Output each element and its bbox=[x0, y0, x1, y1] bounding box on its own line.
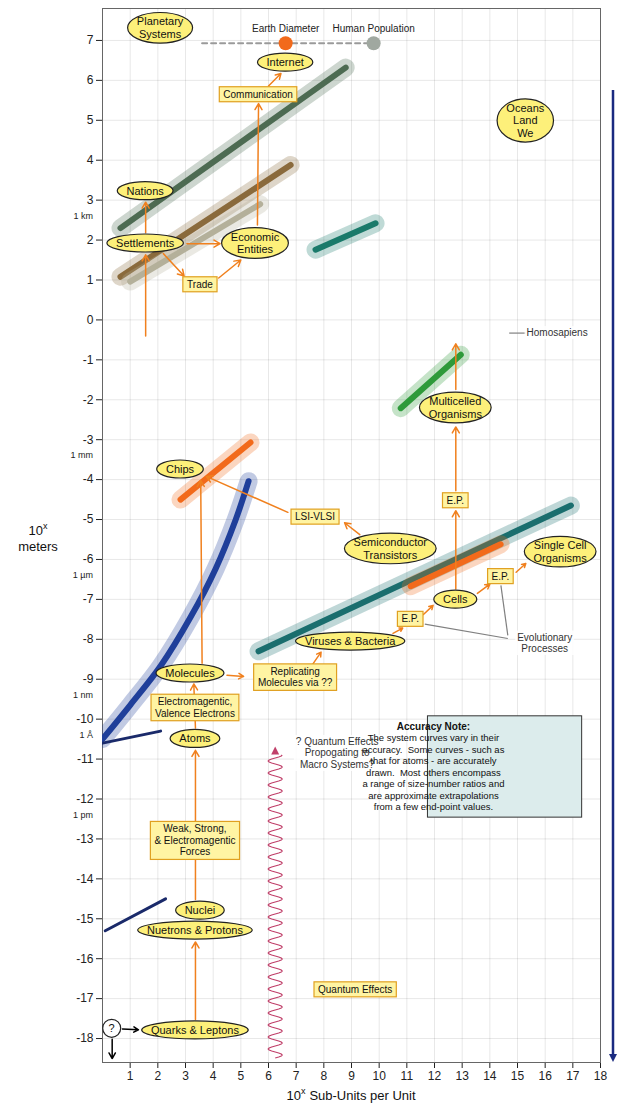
svg-text:0: 0 bbox=[87, 313, 94, 327]
svg-text:3: 3 bbox=[87, 193, 94, 207]
svg-text:Human Population: Human Population bbox=[332, 23, 414, 34]
svg-text:1 µm: 1 µm bbox=[73, 570, 93, 580]
svg-text:-7: -7 bbox=[83, 592, 94, 606]
svg-text:8: 8 bbox=[320, 1069, 327, 1083]
svg-text:4: 4 bbox=[87, 153, 94, 167]
svg-text:OceansLandWe: OceansLandWe bbox=[506, 102, 544, 139]
svg-text:-11: -11 bbox=[77, 752, 94, 766]
svg-text:Single CellOrganisms: Single CellOrganisms bbox=[534, 539, 588, 564]
svg-text:Quantum Effects: Quantum Effects bbox=[318, 984, 392, 995]
svg-text:Weak, Strong,& Electromagentic: Weak, Strong,& ElectromagenticForces bbox=[154, 823, 235, 857]
svg-text:-4: -4 bbox=[83, 472, 94, 486]
svg-text:E.P.: E.P. bbox=[446, 495, 464, 506]
svg-text:4: 4 bbox=[210, 1069, 217, 1083]
svg-text:-3: -3 bbox=[83, 433, 94, 447]
svg-text:Accuracy Note:The system curve: Accuracy Note:The system curves vary in … bbox=[362, 721, 504, 812]
svg-text:-2: -2 bbox=[83, 393, 94, 407]
svg-text:17: 17 bbox=[566, 1069, 580, 1083]
svg-text:1 pm: 1 pm bbox=[73, 810, 93, 820]
svg-text:9: 9 bbox=[348, 1069, 355, 1083]
svg-text:10xSub-Units per Unit: 10xSub-Units per Unit bbox=[286, 1086, 416, 1103]
svg-text:-14: -14 bbox=[76, 872, 94, 886]
svg-text:1 nm: 1 nm bbox=[73, 690, 93, 700]
svg-text:?: ? bbox=[109, 1022, 115, 1034]
svg-text:12: 12 bbox=[428, 1069, 442, 1083]
svg-text:-1: -1 bbox=[83, 353, 94, 367]
svg-text:-18: -18 bbox=[76, 1031, 94, 1045]
svg-text:Atoms: Atoms bbox=[179, 732, 211, 744]
svg-text:1: 1 bbox=[87, 273, 94, 287]
svg-text:ReplicatingMolecules via ??: ReplicatingMolecules via ?? bbox=[258, 666, 333, 689]
svg-text:-15: -15 bbox=[76, 912, 94, 926]
svg-text:10: 10 bbox=[372, 1069, 386, 1083]
svg-text:Earth Diameter: Earth Diameter bbox=[252, 23, 320, 34]
svg-text:Nuetrons & Protons: Nuetrons & Protons bbox=[147, 924, 243, 936]
svg-text:Nuclei: Nuclei bbox=[185, 904, 216, 916]
svg-text:Internet: Internet bbox=[266, 56, 303, 68]
svg-text:15: 15 bbox=[511, 1069, 525, 1083]
svg-text:1 Å: 1 Å bbox=[79, 730, 93, 740]
svg-text:10x: 10x bbox=[29, 521, 48, 538]
svg-text:Chips: Chips bbox=[166, 463, 195, 475]
svg-text:1 mm: 1 mm bbox=[71, 450, 94, 460]
svg-text:E.P.: E.P. bbox=[401, 613, 419, 624]
svg-text:Cells: Cells bbox=[443, 593, 468, 605]
svg-text:6: 6 bbox=[265, 1069, 272, 1083]
svg-text:PlanetarySystems: PlanetarySystems bbox=[137, 15, 184, 40]
svg-text:Molecules: Molecules bbox=[165, 667, 215, 679]
svg-text:LSI-VLSI: LSI-VLSI bbox=[295, 511, 335, 522]
svg-text:Nations: Nations bbox=[127, 185, 165, 197]
svg-text:EconomicEntities: EconomicEntities bbox=[231, 231, 280, 256]
svg-text:-6: -6 bbox=[83, 552, 94, 566]
svg-text:SemiconductorTransistors: SemiconductorTransistors bbox=[354, 536, 428, 561]
svg-text:14: 14 bbox=[483, 1069, 497, 1083]
svg-text:18: 18 bbox=[594, 1069, 608, 1083]
svg-text:-9: -9 bbox=[83, 672, 94, 686]
svg-text:2: 2 bbox=[87, 233, 94, 247]
svg-text:-17: -17 bbox=[76, 991, 94, 1005]
svg-text:MulticelledOrganisms: MulticelledOrganisms bbox=[429, 395, 483, 420]
svg-text:3: 3 bbox=[182, 1069, 189, 1083]
svg-text:-13: -13 bbox=[76, 832, 94, 846]
svg-text:-16: -16 bbox=[76, 952, 94, 966]
svg-text:6: 6 bbox=[87, 73, 94, 87]
svg-text:1: 1 bbox=[127, 1069, 134, 1083]
svg-text:Electromagentic,Valence Electr: Electromagentic,Valence Electrons bbox=[155, 696, 235, 719]
svg-text:Settlements: Settlements bbox=[116, 237, 175, 249]
svg-text:Trade: Trade bbox=[187, 279, 213, 290]
svg-text:-8: -8 bbox=[83, 632, 94, 646]
svg-text:-10: -10 bbox=[76, 712, 94, 726]
svg-text:Quarks & Leptons: Quarks & Leptons bbox=[151, 1024, 240, 1036]
svg-text:5: 5 bbox=[237, 1069, 244, 1083]
svg-text:meters: meters bbox=[18, 539, 58, 554]
svg-text:7: 7 bbox=[293, 1069, 300, 1083]
svg-text:11: 11 bbox=[401, 1069, 414, 1083]
svg-text:Communication: Communication bbox=[223, 89, 292, 100]
svg-text:16: 16 bbox=[538, 1069, 552, 1083]
svg-text:Viruses & Bacteria: Viruses & Bacteria bbox=[305, 635, 396, 647]
svg-text:E.P.: E.P. bbox=[492, 571, 510, 582]
svg-text:5: 5 bbox=[87, 113, 94, 127]
svg-text:EvolutionaryProcesses: EvolutionaryProcesses bbox=[517, 632, 572, 655]
svg-text:-12: -12 bbox=[76, 792, 94, 806]
svg-text:2: 2 bbox=[154, 1069, 161, 1083]
svg-text:7: 7 bbox=[87, 33, 94, 47]
svg-text:-5: -5 bbox=[83, 512, 94, 526]
svg-text:Homosapiens: Homosapiens bbox=[527, 327, 588, 338]
svg-text:1 km: 1 km bbox=[73, 211, 93, 221]
svg-text:13: 13 bbox=[455, 1069, 469, 1083]
